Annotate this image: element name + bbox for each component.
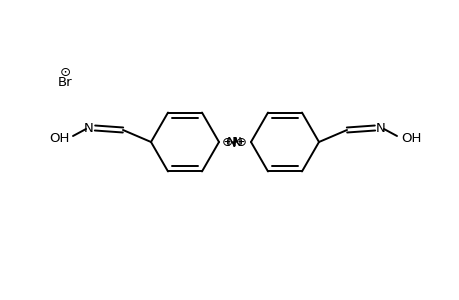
Text: OH: OH: [49, 131, 69, 145]
Text: OH: OH: [400, 131, 420, 145]
Text: N: N: [375, 122, 385, 134]
Text: ⊙: ⊙: [59, 65, 70, 79]
Text: N⊕: N⊕: [227, 136, 247, 148]
Text: ⊕N: ⊕N: [222, 136, 242, 148]
Text: Br: Br: [57, 76, 72, 88]
Text: N: N: [84, 122, 94, 134]
